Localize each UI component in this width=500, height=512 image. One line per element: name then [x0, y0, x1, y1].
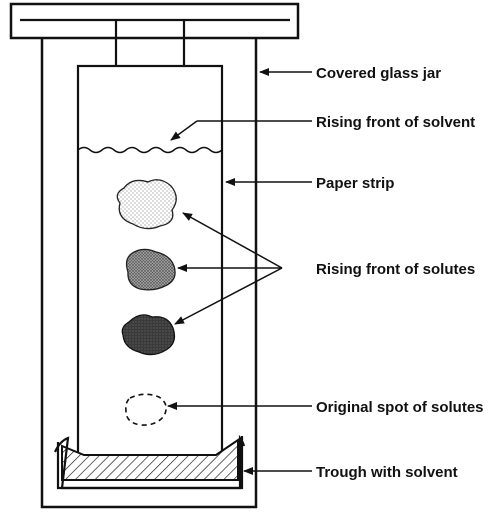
spot-bottom: [121, 314, 176, 356]
label-trough: Trough with solvent: [316, 464, 458, 481]
arrow-solvent-front: [170, 120, 198, 141]
label-solvent-front: Rising front of solvent: [316, 114, 475, 131]
solvent-trough: [53, 434, 246, 490]
arrow-solutes-bottom: [174, 267, 283, 325]
arrow-solutes-top: [182, 212, 283, 269]
leader-arrows: [167, 68, 312, 475]
jar-lid: [9, 2, 300, 40]
glass-jar: [40, 38, 258, 509]
label-solutes-front: Rising front of solutes: [316, 261, 475, 278]
paper-clip: [114, 20, 186, 66]
label-original-spot: Original spot of solutes: [316, 399, 484, 416]
spot-top: [116, 179, 177, 230]
spot-middle: [125, 248, 176, 291]
label-jar: Covered glass jar: [316, 65, 441, 82]
spot-original: [125, 393, 167, 426]
solvent-front-line: [77, 146, 223, 154]
label-paper: Paper strip: [316, 175, 394, 192]
